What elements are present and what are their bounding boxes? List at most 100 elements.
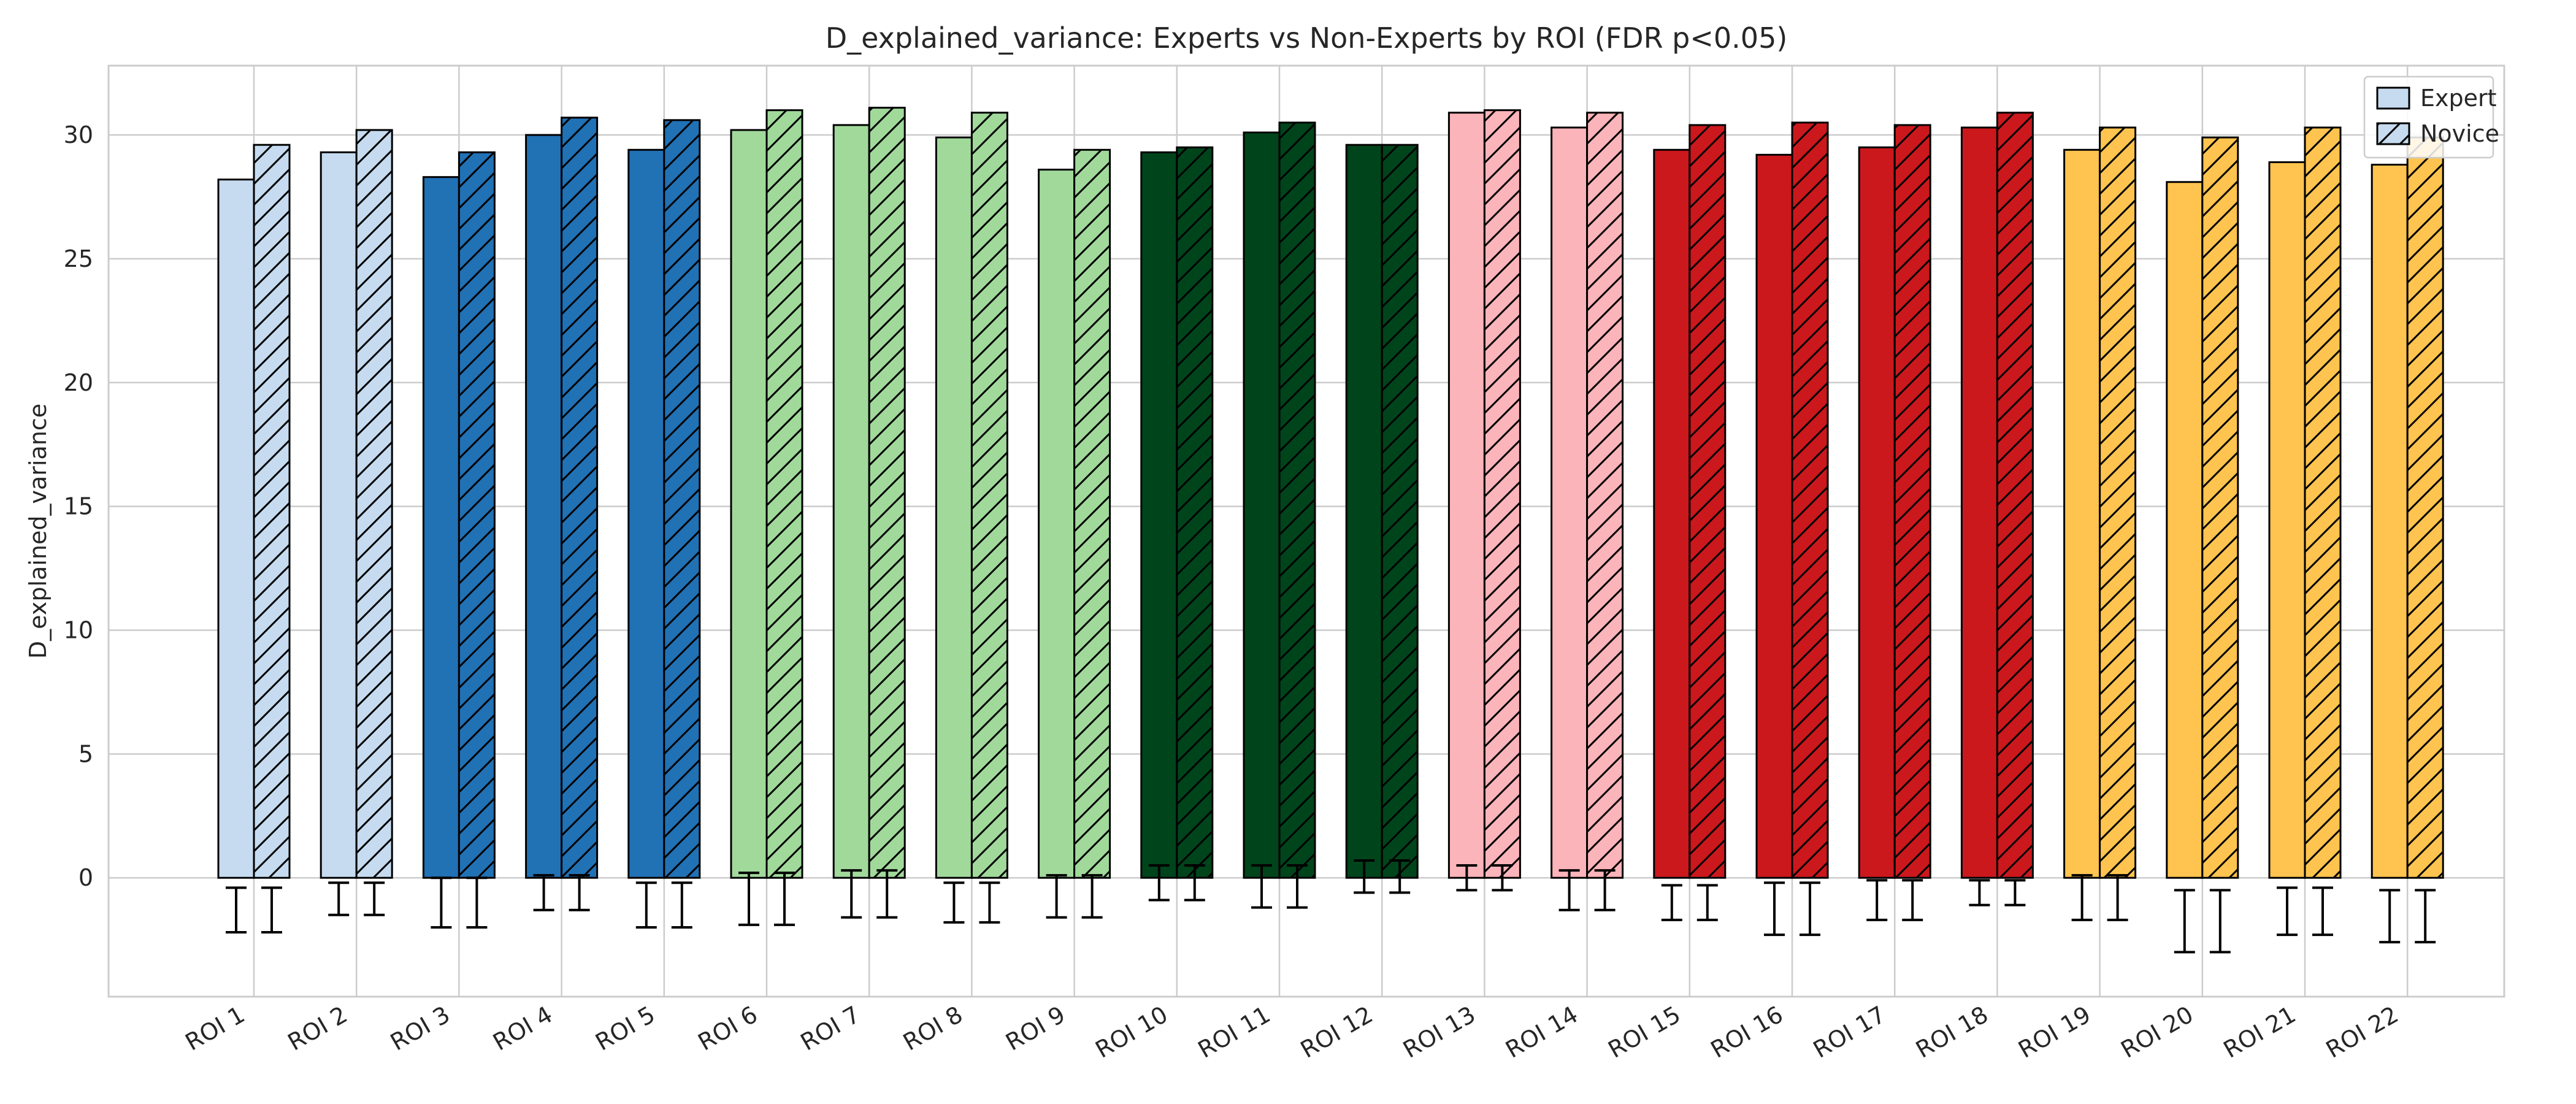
error-bar-expert-19 [2071, 874, 2093, 921]
x-tick-labels: ROI 1 ROI 2 ROI 3 ROI 4 ROI 5 ROI 6 ROI 7 ROI 8… [181, 1001, 2403, 1064]
error-bar-expert-18 [1969, 879, 1990, 907]
bar-expert-14 [1551, 126, 1589, 879]
bar-expert-16 [1755, 153, 1793, 879]
error-bars [226, 859, 2436, 954]
y-tick-label: 20 [64, 369, 93, 396]
x-tick-label: ROI 11 [1194, 1001, 1275, 1064]
error-bar-novice-18 [2004, 879, 2026, 907]
x-tick-label: ROI 16 [1706, 1001, 1788, 1064]
error-bar-novice-5 [671, 881, 692, 929]
bar-hatch-novice-19 [2099, 127, 2136, 878]
bar-hatch-novice-20 [2202, 137, 2238, 878]
bar-expert-15 [1653, 148, 1691, 879]
x-tick-label: ROI 1 [181, 1001, 250, 1056]
error-bar-expert-5 [635, 881, 657, 929]
bar-hatch-novice-14 [1587, 112, 1623, 878]
bar-hatch-novice-18 [1997, 112, 2033, 878]
legend-label-novice: Novice [2420, 120, 2499, 147]
error-bar-expert-3 [431, 876, 452, 929]
bar-expert-12 [1345, 144, 1383, 879]
legend: Expert Novice [2363, 75, 2499, 159]
bar-expert-13 [1447, 112, 1485, 879]
bar-expert-20 [2166, 181, 2204, 879]
bar-expert-5 [627, 148, 665, 879]
error-bar-novice-2 [364, 881, 385, 916]
x-tick-label: ROI 18 [1911, 1001, 1993, 1064]
x-tick-label: ROI 15 [1603, 1001, 1685, 1064]
bar-hatch-novice-13 [1484, 110, 1520, 878]
error-bar-expert-13 [1456, 864, 1478, 892]
error-bar-expert-17 [1866, 879, 1888, 921]
x-tick-label: ROI 8 [899, 1001, 967, 1056]
error-bar-expert-12 [1354, 859, 1375, 894]
x-tick-label: ROI 2 [283, 1001, 352, 1056]
bar-hatch-novice-7 [869, 107, 905, 878]
error-bar-expert-22 [2379, 889, 2401, 944]
bar-hatch-novice-5 [664, 120, 700, 878]
error-bar-novice-3 [466, 876, 488, 929]
bar-expert-2 [320, 151, 358, 879]
error-bar-expert-9 [1046, 874, 1067, 919]
error-bar-expert-4 [533, 874, 554, 911]
error-bar-expert-1 [226, 886, 247, 934]
bar-hatch-novice-21 [2305, 127, 2340, 878]
x-tick-label: ROI 22 [2321, 1001, 2403, 1064]
y-tick-label: 5 [79, 740, 93, 767]
x-tick-label: ROI 9 [1001, 1001, 1070, 1056]
legend-swatch-expert [2376, 86, 2410, 110]
bars [217, 107, 2444, 879]
error-bar-expert-2 [328, 881, 350, 916]
bar-hatch-novice-8 [972, 112, 1008, 878]
error-bar-novice-17 [1902, 879, 1923, 921]
bar-hatch-novice-6 [767, 110, 802, 878]
error-bar-novice-9 [1081, 874, 1103, 919]
bar-expert-11 [1243, 131, 1281, 879]
error-bar-novice-8 [979, 881, 1000, 924]
bar-expert-1 [217, 178, 255, 879]
error-bar-novice-6 [774, 872, 795, 926]
error-bar-novice-14 [1594, 869, 1616, 911]
bar-hatch-novice-2 [356, 129, 393, 878]
error-bar-expert-7 [841, 869, 862, 919]
x-tick-label: ROI 21 [2219, 1001, 2301, 1064]
error-bar-novice-10 [1184, 864, 1205, 902]
y-tick-label: 25 [64, 245, 93, 272]
error-bar-expert-8 [943, 881, 965, 924]
error-bar-expert-11 [1251, 864, 1272, 909]
bar-hatch-novice-9 [1074, 150, 1110, 878]
error-bar-expert-15 [1661, 884, 1682, 921]
error-bar-expert-10 [1148, 864, 1170, 902]
error-bar-expert-6 [738, 872, 759, 926]
x-tick-label: ROI 10 [1091, 1001, 1172, 1064]
x-tick-label: ROI 4 [488, 1001, 557, 1056]
y-tick-labels: 0 5 10 15 20 25 30 [64, 121, 93, 891]
bar-expert-9 [1038, 169, 1076, 879]
bar-expert-18 [1960, 126, 1998, 879]
error-bar-novice-13 [1492, 864, 1513, 892]
error-bar-novice-4 [569, 874, 590, 911]
error-bar-novice-22 [2415, 889, 2436, 944]
x-tick-label: ROI 20 [2116, 1001, 2198, 1064]
y-tick-label: 10 [64, 616, 93, 643]
error-bar-expert-16 [1764, 881, 1785, 937]
error-bar-novice-15 [1696, 884, 1718, 921]
bar-expert-3 [422, 176, 460, 879]
bar-hatch-novice-22 [2407, 137, 2444, 878]
bar-expert-21 [2268, 161, 2306, 879]
bar-expert-17 [1858, 146, 1896, 879]
error-bar-expert-14 [1558, 869, 1580, 911]
bar-expert-19 [2063, 148, 2101, 879]
error-bar-novice-7 [876, 869, 898, 919]
x-tick-label: ROI 19 [2014, 1001, 2095, 1064]
y-axis-label: D_explained_variance [25, 404, 52, 659]
error-bar-expert-21 [2277, 886, 2298, 937]
error-bar-novice-11 [1287, 864, 1308, 909]
legend-label-expert: Expert [2420, 85, 2497, 112]
x-tick-label: ROI 17 [1809, 1001, 1890, 1064]
chart-title: D_explained_variance: Experts vs Non-Exp… [826, 21, 1788, 55]
error-bar-novice-21 [2312, 886, 2333, 937]
x-tick-label: ROI 6 [694, 1001, 762, 1056]
x-tick-label: ROI 5 [591, 1001, 659, 1056]
bar-expert-10 [1140, 151, 1178, 879]
